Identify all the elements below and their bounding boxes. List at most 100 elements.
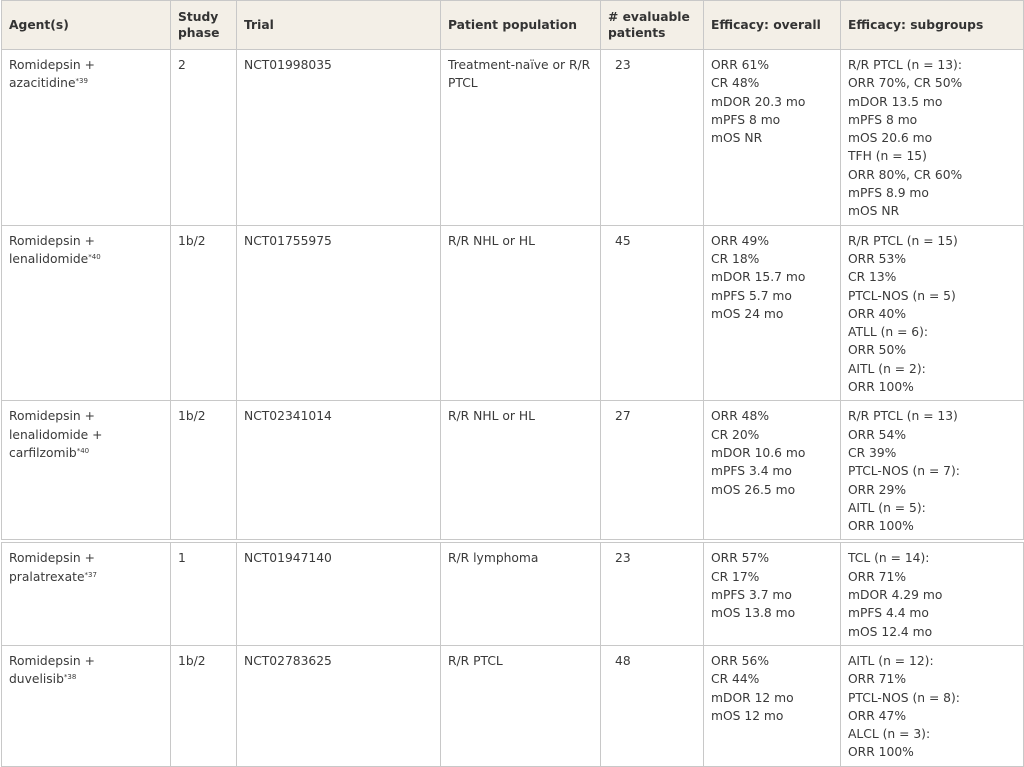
efficacy-line: mPFS 5.7 mo — [711, 288, 792, 303]
efficacy-line: ATLL (n = 6): — [848, 325, 929, 340]
efficacy-line: CR 20% — [711, 427, 760, 442]
efficacy-line: mDOR 4.29 mo — [848, 588, 943, 603]
agent-name-line: Romidepsin + — [9, 409, 95, 424]
study-phase-cell: 1 — [170, 539, 237, 646]
efficacy-subgroups-cell: TCL (n = 14): ORR 71% mDOR 4.29 mo mPFS 4.4… — [840, 539, 1024, 646]
efficacy-line: R/R PTCL (n = 13) — [848, 409, 958, 424]
efficacy-line: mDOR 10.6 mo — [711, 445, 806, 460]
agents-cell: Romidepsin + duvelisib*38 — [1, 644, 171, 767]
evaluable-patients-cell: 23 — [600, 49, 704, 226]
efficacy-line: ALCL (n = 3): — [848, 727, 931, 742]
efficacy-line: mOS 26.5 mo — [711, 482, 796, 497]
table-row: Romidepsin + azacitidine*39 2 NCT01998035 Tr… — [1, 49, 1024, 226]
efficacy-line: mDOR 15.7 mo — [711, 270, 806, 285]
patient-population-cell: R/R lymphoma — [440, 539, 601, 646]
efficacy-line: mDOR 12 mo — [711, 690, 794, 705]
reference-superscript: *40 — [88, 252, 101, 261]
efficacy-line: CR 48% — [711, 76, 760, 91]
agent-name-last-line: pralatrexate*37 — [9, 568, 163, 586]
evaluable-patients-cell: 48 — [600, 644, 704, 767]
study-phase-cell: 1b/2 — [170, 644, 237, 767]
efficacy-subgroups-cell: AITL (n = 12): ORR 71% PTCL-NOS (n = 8): OR… — [840, 644, 1024, 767]
agent-name-line: carfilzomib — [9, 445, 77, 460]
efficacy-line: mPFS 4.4 mo — [848, 606, 929, 621]
efficacy-line: mOS 24 mo — [711, 306, 784, 321]
efficacy-line: mOS 20.6 mo — [848, 131, 933, 146]
efficacy-line: CR 18% — [711, 251, 760, 266]
agent-name-last-line: azacitidine*39 — [9, 74, 163, 92]
efficacy-line: AITL (n = 2): — [848, 361, 926, 376]
efficacy-line: PTCL-NOS (n = 8): — [848, 690, 960, 705]
agent-name-line: pralatrexate — [9, 569, 85, 584]
reference-superscript: *39 — [75, 77, 88, 86]
efficacy-line: mOS 12.4 mo — [848, 624, 933, 639]
efficacy-line: CR 39% — [848, 445, 897, 460]
reference-superscript: *37 — [84, 570, 97, 579]
trial-id-cell: NCT02341014 — [236, 400, 441, 542]
efficacy-line: PTCL-NOS (n = 5) — [848, 288, 956, 303]
efficacy-line: mPFS 3.4 mo — [711, 464, 792, 479]
efficacy-line: ORR 54% — [848, 427, 907, 442]
efficacy-line: CR 13% — [848, 270, 897, 285]
efficacy-overall-cell: ORR 57% CR 17% mPFS 3.7 mo mOS 13.8 mo — [703, 539, 841, 646]
table-row: Romidepsin + pralatrexate*37 1 NCT01947140 R… — [1, 539, 1024, 646]
efficacy-line: AITL (n = 5): — [848, 500, 926, 515]
trial-id-cell: NCT02783625 — [236, 644, 441, 767]
efficacy-line: mDOR 20.3 mo — [711, 94, 806, 109]
efficacy-overall-cell: ORR 49% CR 18% mDOR 15.7 mo mPFS 5.7 mo mOS … — [703, 224, 841, 402]
efficacy-line: AITL (n = 12): — [848, 653, 934, 668]
header-trial: Trial — [236, 0, 441, 50]
efficacy-subgroups-cell: R/R PTCL (n = 15) ORR 53% CR 13% PTCL-NOS (… — [840, 224, 1024, 402]
efficacy-line: R/R PTCL (n = 13): — [848, 58, 962, 72]
agent-name-line: duvelisib — [9, 672, 64, 687]
study-phase-cell: 1b/2 — [170, 400, 237, 542]
efficacy-line: PTCL-NOS (n = 7): — [848, 464, 960, 479]
efficacy-line: mOS 12 mo — [711, 708, 784, 723]
efficacy-line: mPFS 3.7 mo — [711, 588, 792, 603]
efficacy-overall-cell: ORR 48% CR 20% mDOR 10.6 mo mPFS 3.4 mo mOS … — [703, 400, 841, 542]
trial-id-cell: NCT01998035 — [236, 49, 441, 226]
efficacy-line: mPFS 8.9 mo — [848, 186, 929, 201]
agent-name-line: azacitidine — [9, 76, 76, 91]
table-row: Romidepsin + lenalidomide*40 1b/2 NCT017559… — [1, 224, 1024, 402]
efficacy-line: ORR 70%, CR 50% — [848, 76, 963, 91]
agent-name-line: Romidepsin + — [9, 58, 95, 72]
efficacy-subgroups-cell: R/R PTCL (n = 13) ORR 54% CR 39% PTCL-NOS (… — [840, 400, 1024, 542]
efficacy-overall-cell: ORR 61% CR 48% mDOR 20.3 mo mPFS 8 mo mOS NR — [703, 49, 841, 226]
efficacy-line: ORR 80%, CR 60% — [848, 167, 963, 182]
efficacy-line: ORR 29% — [848, 482, 907, 497]
header-patient-population: Patient population — [440, 0, 601, 50]
patient-population-cell: R/R NHL or HL — [440, 400, 601, 542]
agents-cell: Romidepsin + lenalidomide + carfilzomib*40 — [1, 400, 171, 542]
efficacy-line: TFH (n = 15) — [848, 149, 927, 164]
agent-name-last-line: duvelisib*38 — [9, 670, 163, 688]
reference-superscript: *40 — [76, 446, 90, 455]
header-efficacy-overall: Efficacy: overall — [703, 0, 841, 50]
reference-superscript: *38 — [63, 673, 77, 682]
efficacy-line: ORR 100% — [848, 519, 914, 534]
efficacy-line: CR 17% — [711, 569, 760, 584]
patient-population-cell: R/R PTCL — [440, 644, 601, 767]
efficacy-line: ORR 53% — [848, 251, 907, 266]
evaluable-patients-cell: 23 — [600, 539, 704, 646]
agent-name-line: lenalidomide + — [9, 427, 103, 442]
study-phase-cell: 1b/2 — [170, 224, 237, 402]
header-evaluable-patients: # evaluable patients — [600, 0, 704, 50]
header-efficacy-subgroups: Efficacy: subgroups — [840, 0, 1024, 50]
efficacy-line: mDOR 13.5 mo — [848, 94, 943, 109]
efficacy-line: ORR 49% — [711, 233, 770, 248]
patient-population-cell: R/R NHL or HL — [440, 224, 601, 402]
table-row: Romidepsin + lenalidomide + carfilzomib*40… — [1, 400, 1024, 542]
efficacy-line: mPFS 8 mo — [711, 112, 781, 127]
efficacy-line: ORR 57% — [711, 551, 770, 566]
agent-name-line: Romidepsin + — [9, 551, 95, 566]
evaluable-patients-cell: 45 — [600, 224, 704, 402]
efficacy-line: ORR 48% — [711, 409, 770, 424]
agents-cell: Romidepsin + pralatrexate*37 — [1, 539, 171, 646]
trial-id-cell: NCT01755975 — [236, 224, 441, 402]
efficacy-overall-cell: ORR 56% CR 44% mDOR 12 mo mOS 12 mo — [703, 644, 841, 767]
header-study-phase: Study phase — [170, 0, 237, 50]
efficacy-line: ORR 71% — [848, 569, 907, 584]
trial-id-cell: NCT01947140 — [236, 539, 441, 646]
